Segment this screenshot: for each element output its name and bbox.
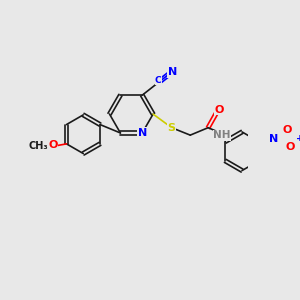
Text: N: N [138,128,147,138]
Text: +: + [296,134,300,143]
Text: O: O [214,105,224,115]
Text: C: C [155,76,162,85]
Text: N: N [168,67,177,77]
Text: S: S [168,123,176,133]
Text: O: O [283,125,292,135]
Text: N: N [269,134,278,144]
Text: NH: NH [214,130,231,140]
Text: O: O [285,142,294,152]
Text: CH₃: CH₃ [29,141,48,151]
Text: O: O [48,140,58,150]
